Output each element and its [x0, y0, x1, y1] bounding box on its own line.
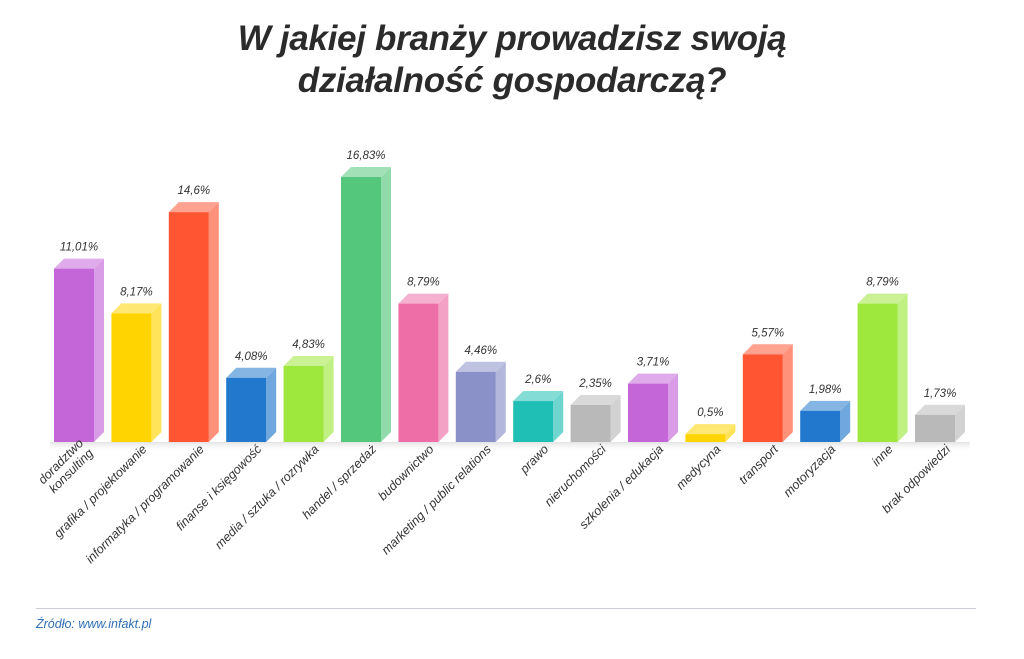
- bar: [800, 410, 841, 442]
- bar-top: [111, 303, 162, 314]
- category-label-line: informatyka / programowanie: [83, 442, 207, 566]
- bar-side: [553, 391, 564, 442]
- bar-top: [54, 258, 104, 269]
- bar-side: [840, 400, 851, 442]
- bar-side: [668, 373, 678, 442]
- bar-side: [897, 293, 908, 442]
- value-label: 3,71%: [637, 357, 670, 369]
- bar-side: [955, 404, 965, 442]
- bar-side: [725, 424, 736, 442]
- bar-top: [570, 394, 621, 405]
- bar-side: [94, 258, 104, 442]
- bar-group: 8,79%inne: [857, 277, 908, 469]
- value-label: 8,79%: [866, 277, 899, 289]
- bar: [455, 371, 496, 442]
- bar-side: [381, 167, 391, 442]
- bar-top: [168, 202, 219, 213]
- value-label: 8,79%: [407, 277, 440, 289]
- bar: [628, 383, 668, 442]
- bar-side: [495, 361, 506, 442]
- value-label: 4,46%: [464, 345, 497, 357]
- bar: [742, 354, 783, 442]
- category-label-line: marketing / public relations: [379, 442, 494, 557]
- bar: [685, 434, 726, 442]
- bar: [341, 177, 381, 442]
- value-label: 2,35%: [578, 378, 612, 390]
- bar-top: [915, 404, 965, 415]
- chart-title: W jakiej branży prowadzisz swoją działal…: [0, 18, 1024, 102]
- bar: [570, 404, 611, 442]
- bar-side: [782, 344, 793, 442]
- value-label: 14,6%: [177, 185, 210, 197]
- category-label: informatyka / programowanie: [83, 442, 207, 566]
- value-label: 8,17%: [120, 286, 153, 298]
- category-label: marketing / public relations: [379, 442, 494, 557]
- bar: [857, 303, 898, 442]
- bar-top: [800, 400, 851, 411]
- value-label: 16,83%: [346, 150, 385, 162]
- value-label: 11,01%: [60, 242, 98, 254]
- bar: [168, 212, 209, 442]
- bar: [513, 401, 554, 442]
- bar-top: [742, 344, 793, 355]
- bar-group: 5,57%transport: [736, 327, 793, 487]
- bar-top: [341, 167, 391, 177]
- chart-title-line-2: działalność gospodarczą?: [297, 61, 727, 100]
- bar-group: 2,6%prawo: [513, 374, 564, 477]
- chart-title-line-1: W jakiej branży prowadzisz swoją: [237, 19, 787, 58]
- value-label: 5,57%: [751, 327, 784, 339]
- bar-top: [628, 373, 678, 384]
- bar-top: [398, 293, 449, 304]
- category-label: media / sztuka / rozrywka: [212, 442, 322, 552]
- bar-side: [151, 303, 162, 442]
- bar-top: [685, 424, 736, 435]
- bar-side: [208, 202, 219, 442]
- bar-top: [226, 367, 277, 378]
- bar-top: [455, 361, 506, 372]
- bar-top: [283, 355, 334, 366]
- bar: [226, 377, 267, 442]
- value-label: 0,5%: [697, 407, 723, 419]
- source-divider: [36, 608, 976, 609]
- bar-group: 11,01%doradztwokonsulting: [35, 242, 104, 496]
- bar-top: [513, 391, 564, 402]
- value-label: 1,73%: [924, 388, 957, 400]
- chart-floor: [50, 442, 970, 452]
- bar: [111, 313, 152, 442]
- value-label: 1,98%: [809, 384, 842, 396]
- bar-side: [323, 355, 334, 442]
- value-label: 2,6%: [524, 374, 551, 386]
- value-label: 4,83%: [292, 339, 325, 351]
- bar-side: [266, 367, 277, 442]
- bar: [915, 414, 955, 442]
- bar-side: [438, 293, 449, 442]
- source-note: Źródło: www.infakt.pl: [36, 617, 152, 631]
- value-label: 4,08%: [235, 351, 268, 363]
- bar-top: [857, 293, 908, 304]
- bar-group: 16,83%handel / sprzedaż: [299, 150, 391, 522]
- category-label-line: media / sztuka / rozrywka: [212, 442, 322, 552]
- bar: [54, 268, 94, 442]
- bar: [398, 303, 439, 442]
- bar: [283, 365, 324, 442]
- bar-side: [610, 394, 621, 442]
